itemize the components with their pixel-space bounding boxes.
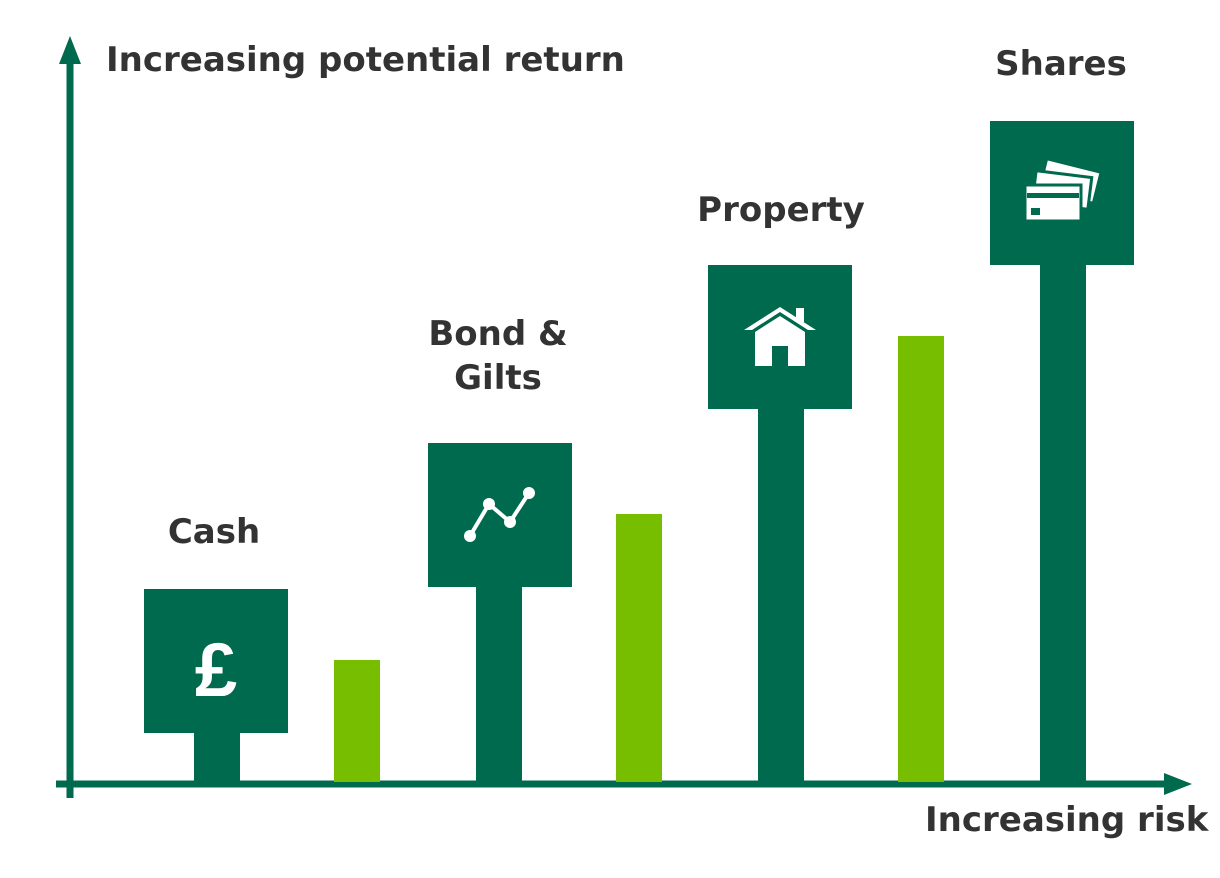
category-label-line: Shares [995, 44, 1127, 84]
shares-stem [1040, 240, 1086, 782]
y-axis-label: Increasing potential return [106, 40, 625, 80]
x-axis-label: Increasing risk [925, 800, 1209, 840]
bonds-risk-bar [616, 514, 662, 782]
category-label-line: Property [697, 190, 865, 230]
category-label-shares: Shares [995, 42, 1127, 86]
bonds-stem [476, 560, 522, 782]
pound-icon: £ [195, 628, 237, 713]
line-graph-icon [464, 487, 535, 542]
category-label-line: Bond & [428, 314, 568, 354]
category-label-line: Gilts [454, 358, 542, 399]
property-risk-bar [898, 336, 944, 782]
category-label-line: Cash [167, 512, 261, 552]
cash-risk-bar [334, 660, 380, 782]
property-stem [758, 380, 804, 782]
cash-box [144, 589, 288, 733]
x-axis-arrow [1164, 773, 1192, 795]
category-label-property: Property [697, 188, 865, 232]
house-icon [744, 307, 816, 366]
category-label-bonds-gilts: Bond & Gilts [428, 312, 567, 400]
share-certificates-icon [1023, 156, 1103, 223]
category-label-cash: Cash [168, 510, 260, 554]
y-axis-arrow [59, 36, 81, 64]
